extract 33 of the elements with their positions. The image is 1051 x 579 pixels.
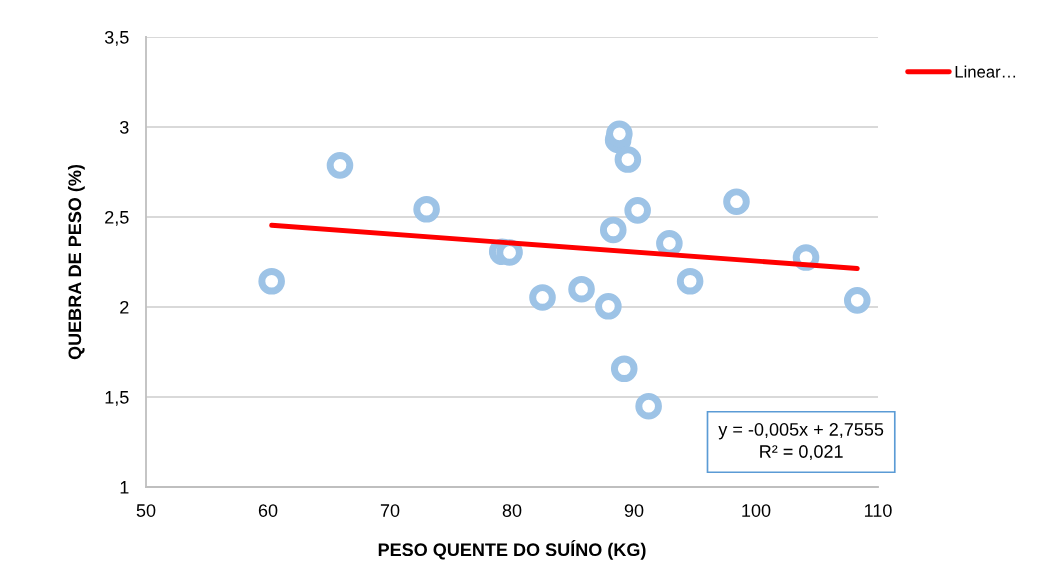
point (624, 197, 651, 224)
x-tick-label: 50 (136, 504, 156, 517)
point (676, 267, 704, 295)
y-tick-label: 1,5 (105, 391, 129, 406)
x-tick-label: 80 (502, 504, 522, 517)
x-tick-label: 70 (380, 504, 400, 517)
point (614, 146, 642, 173)
point (595, 292, 622, 320)
x-tick-label: 60 (258, 504, 278, 517)
point (723, 188, 750, 215)
point (606, 120, 633, 148)
annotation: y = -0,005x + 2,7555 R² = 0,021 (718, 423, 884, 461)
x-tick-label: 90 (624, 504, 644, 517)
point (529, 284, 556, 311)
y-tick-label: 2 (120, 300, 129, 314)
x-axis-title: PESO QUENTE DO SUÍNO (KG) (378, 539, 646, 560)
y-tick-label: 3 (119, 120, 129, 134)
point (496, 239, 523, 266)
y-tick-label: 3,5 (104, 30, 129, 46)
x-tick-label: 100 (742, 504, 771, 517)
y-tick-label: 1 (120, 481, 129, 494)
point (599, 216, 627, 244)
point (568, 275, 595, 303)
legend-label: Linear… (955, 65, 1016, 78)
point (326, 152, 354, 179)
point (635, 392, 662, 420)
y-axis-title: QUEBRA DE PESO (%) (67, 164, 85, 360)
x-tick-label: 110 (864, 504, 892, 517)
point (413, 195, 440, 223)
point (610, 355, 638, 383)
point (258, 267, 285, 295)
point (843, 287, 871, 314)
y-tick-label: 2,5 (105, 210, 129, 226)
